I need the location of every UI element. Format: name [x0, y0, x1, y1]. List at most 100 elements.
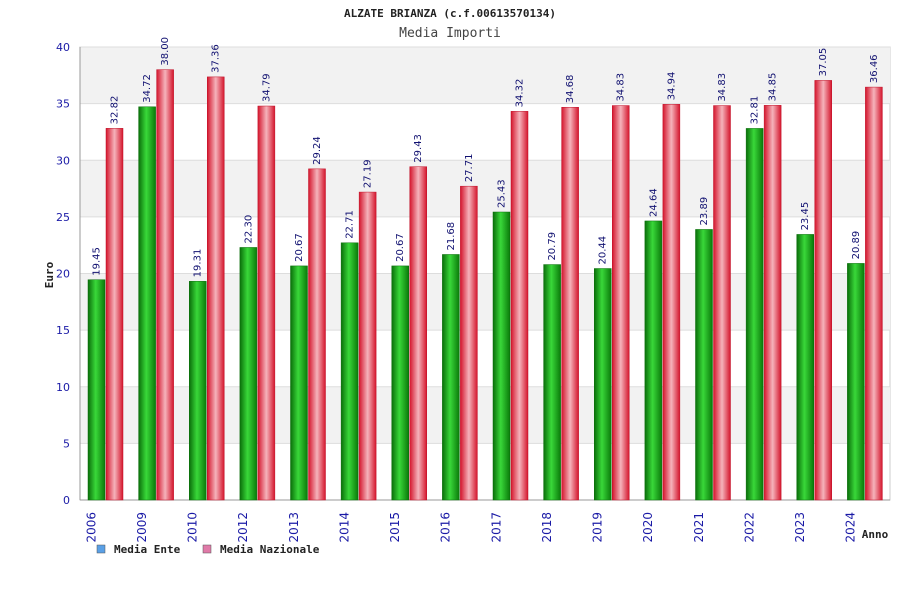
data-label: 32.82 — [110, 96, 121, 125]
value-labels: 19.45 32.82 34.72 38.00 19.31 37.36 22.30 34.79… — [92, 37, 880, 277]
x-tick-label: 2016 — [439, 512, 453, 543]
y-tick-label: 40 — [56, 41, 70, 54]
data-label: 23.89 — [699, 197, 710, 226]
bar-media-ente — [138, 106, 156, 501]
x-tick-label: 2020 — [641, 512, 655, 543]
y-tick-label: 10 — [56, 381, 70, 394]
bar-media-nazionale — [207, 76, 225, 501]
chart-subtitle: Media Importi — [399, 26, 501, 41]
bar-media-ente — [290, 265, 308, 501]
x-tick-label: 2018 — [540, 512, 554, 543]
data-label: 37.05 — [818, 48, 829, 77]
data-label: 20.89 — [851, 231, 862, 260]
bar-media-nazionale — [662, 104, 681, 501]
bar-media-ente — [239, 247, 258, 501]
x-tick-label: 2006 — [84, 512, 98, 543]
bar-media-nazionale — [409, 166, 427, 501]
data-label: 32.81 — [750, 96, 761, 125]
y-tick-label: 25 — [56, 211, 70, 224]
x-tick-label: 2024 — [844, 512, 858, 543]
y-tick-label: 15 — [56, 324, 70, 337]
bar-media-ente — [492, 211, 511, 501]
data-label: 19.45 — [92, 247, 103, 276]
bar-media-nazionale — [561, 106, 579, 501]
data-label: 34.83 — [717, 73, 728, 102]
y-tick-label: 30 — [56, 154, 70, 167]
data-label: 34.79 — [261, 73, 272, 102]
data-label: 23.45 — [800, 202, 811, 231]
bar-media-nazionale — [257, 105, 276, 501]
data-label: 29.43 — [413, 134, 424, 163]
x-axis-label: Anno — [862, 528, 889, 541]
x-tick-label: 2009 — [135, 512, 149, 543]
data-label: 22.30 — [243, 215, 254, 244]
bar-media-nazionale — [763, 105, 782, 501]
bar-media-nazionale — [510, 111, 529, 501]
data-label: 38.00 — [160, 37, 171, 66]
y-axis-ticks: 0 5 10 15 20 25 30 35 40 — [56, 41, 70, 507]
x-tick-label: 2015 — [388, 512, 402, 543]
y-axis-label: Euro — [43, 261, 56, 288]
bar-media-nazionale — [105, 128, 124, 501]
data-label: 27.19 — [363, 159, 374, 188]
x-tick-label: 2022 — [742, 512, 756, 543]
bar-media-nazionale — [308, 168, 326, 501]
y-tick-label: 0 — [63, 494, 70, 507]
bar-media-ente — [543, 264, 561, 501]
data-label: 21.68 — [446, 222, 457, 251]
data-label: 34.68 — [565, 75, 576, 104]
x-axis-ticks: 2006 2009 2010 2012 2013 2014 2015 2016 2017 2018… — [84, 512, 857, 543]
data-label: 20.44 — [598, 236, 609, 265]
bar-media-nazionale — [612, 105, 630, 501]
y-tick-label: 35 — [56, 98, 70, 111]
legend-swatch — [202, 544, 212, 554]
bar-media-ente — [695, 229, 713, 501]
data-label: 34.83 — [616, 73, 627, 102]
x-tick-label: 2017 — [489, 512, 503, 543]
y-tick-label: 5 — [63, 437, 70, 450]
data-label: 34.94 — [666, 72, 677, 101]
bar-media-ente — [189, 281, 207, 501]
bar-media-ente — [391, 265, 409, 501]
x-tick-label: 2019 — [591, 512, 605, 543]
data-label: 36.46 — [869, 54, 880, 83]
bar-media-nazionale — [358, 191, 377, 501]
data-label: 20.79 — [547, 232, 558, 261]
x-tick-label: 2014 — [337, 512, 351, 543]
legend-label: Media Ente — [114, 543, 181, 556]
bar-media-nazionale — [156, 69, 174, 501]
x-tick-label: 2013 — [287, 512, 301, 543]
bar-media-ente — [442, 254, 460, 501]
data-label: 20.67 — [395, 233, 406, 262]
bars-group — [87, 69, 883, 501]
legend-label: Media Nazionale — [220, 543, 320, 556]
bar-media-ente — [847, 263, 865, 501]
data-label: 24.64 — [648, 188, 659, 217]
data-label: 27.71 — [464, 154, 475, 183]
legend: Media Ente Media Nazionale — [96, 543, 320, 556]
data-label: 19.31 — [193, 249, 204, 278]
x-tick-label: 2021 — [692, 512, 706, 543]
bar-media-nazionale — [814, 80, 832, 501]
bar-media-ente — [340, 242, 359, 501]
data-label: 34.85 — [768, 73, 779, 102]
data-label: 34.32 — [515, 79, 526, 108]
data-label: 20.67 — [294, 233, 305, 262]
x-tick-label: 2010 — [186, 512, 200, 543]
x-tick-label: 2023 — [793, 512, 807, 543]
data-label: 22.71 — [345, 210, 356, 239]
chart-title: ALZATE BRIANZA (c.f.00613570134) — [344, 7, 556, 20]
bar-media-ente — [644, 220, 663, 501]
data-label: 29.24 — [312, 136, 323, 165]
bar-media-nazionale — [460, 185, 478, 501]
bar-media-nazionale — [865, 86, 883, 501]
data-label: 34.72 — [142, 74, 153, 103]
x-tick-label: 2012 — [236, 512, 250, 543]
data-label: 37.36 — [211, 44, 222, 73]
legend-swatch — [96, 544, 106, 554]
bar-media-ente — [796, 234, 814, 501]
bar-media-ente — [87, 279, 106, 501]
bar-media-ente — [745, 128, 764, 501]
data-label: 25.43 — [497, 179, 508, 208]
